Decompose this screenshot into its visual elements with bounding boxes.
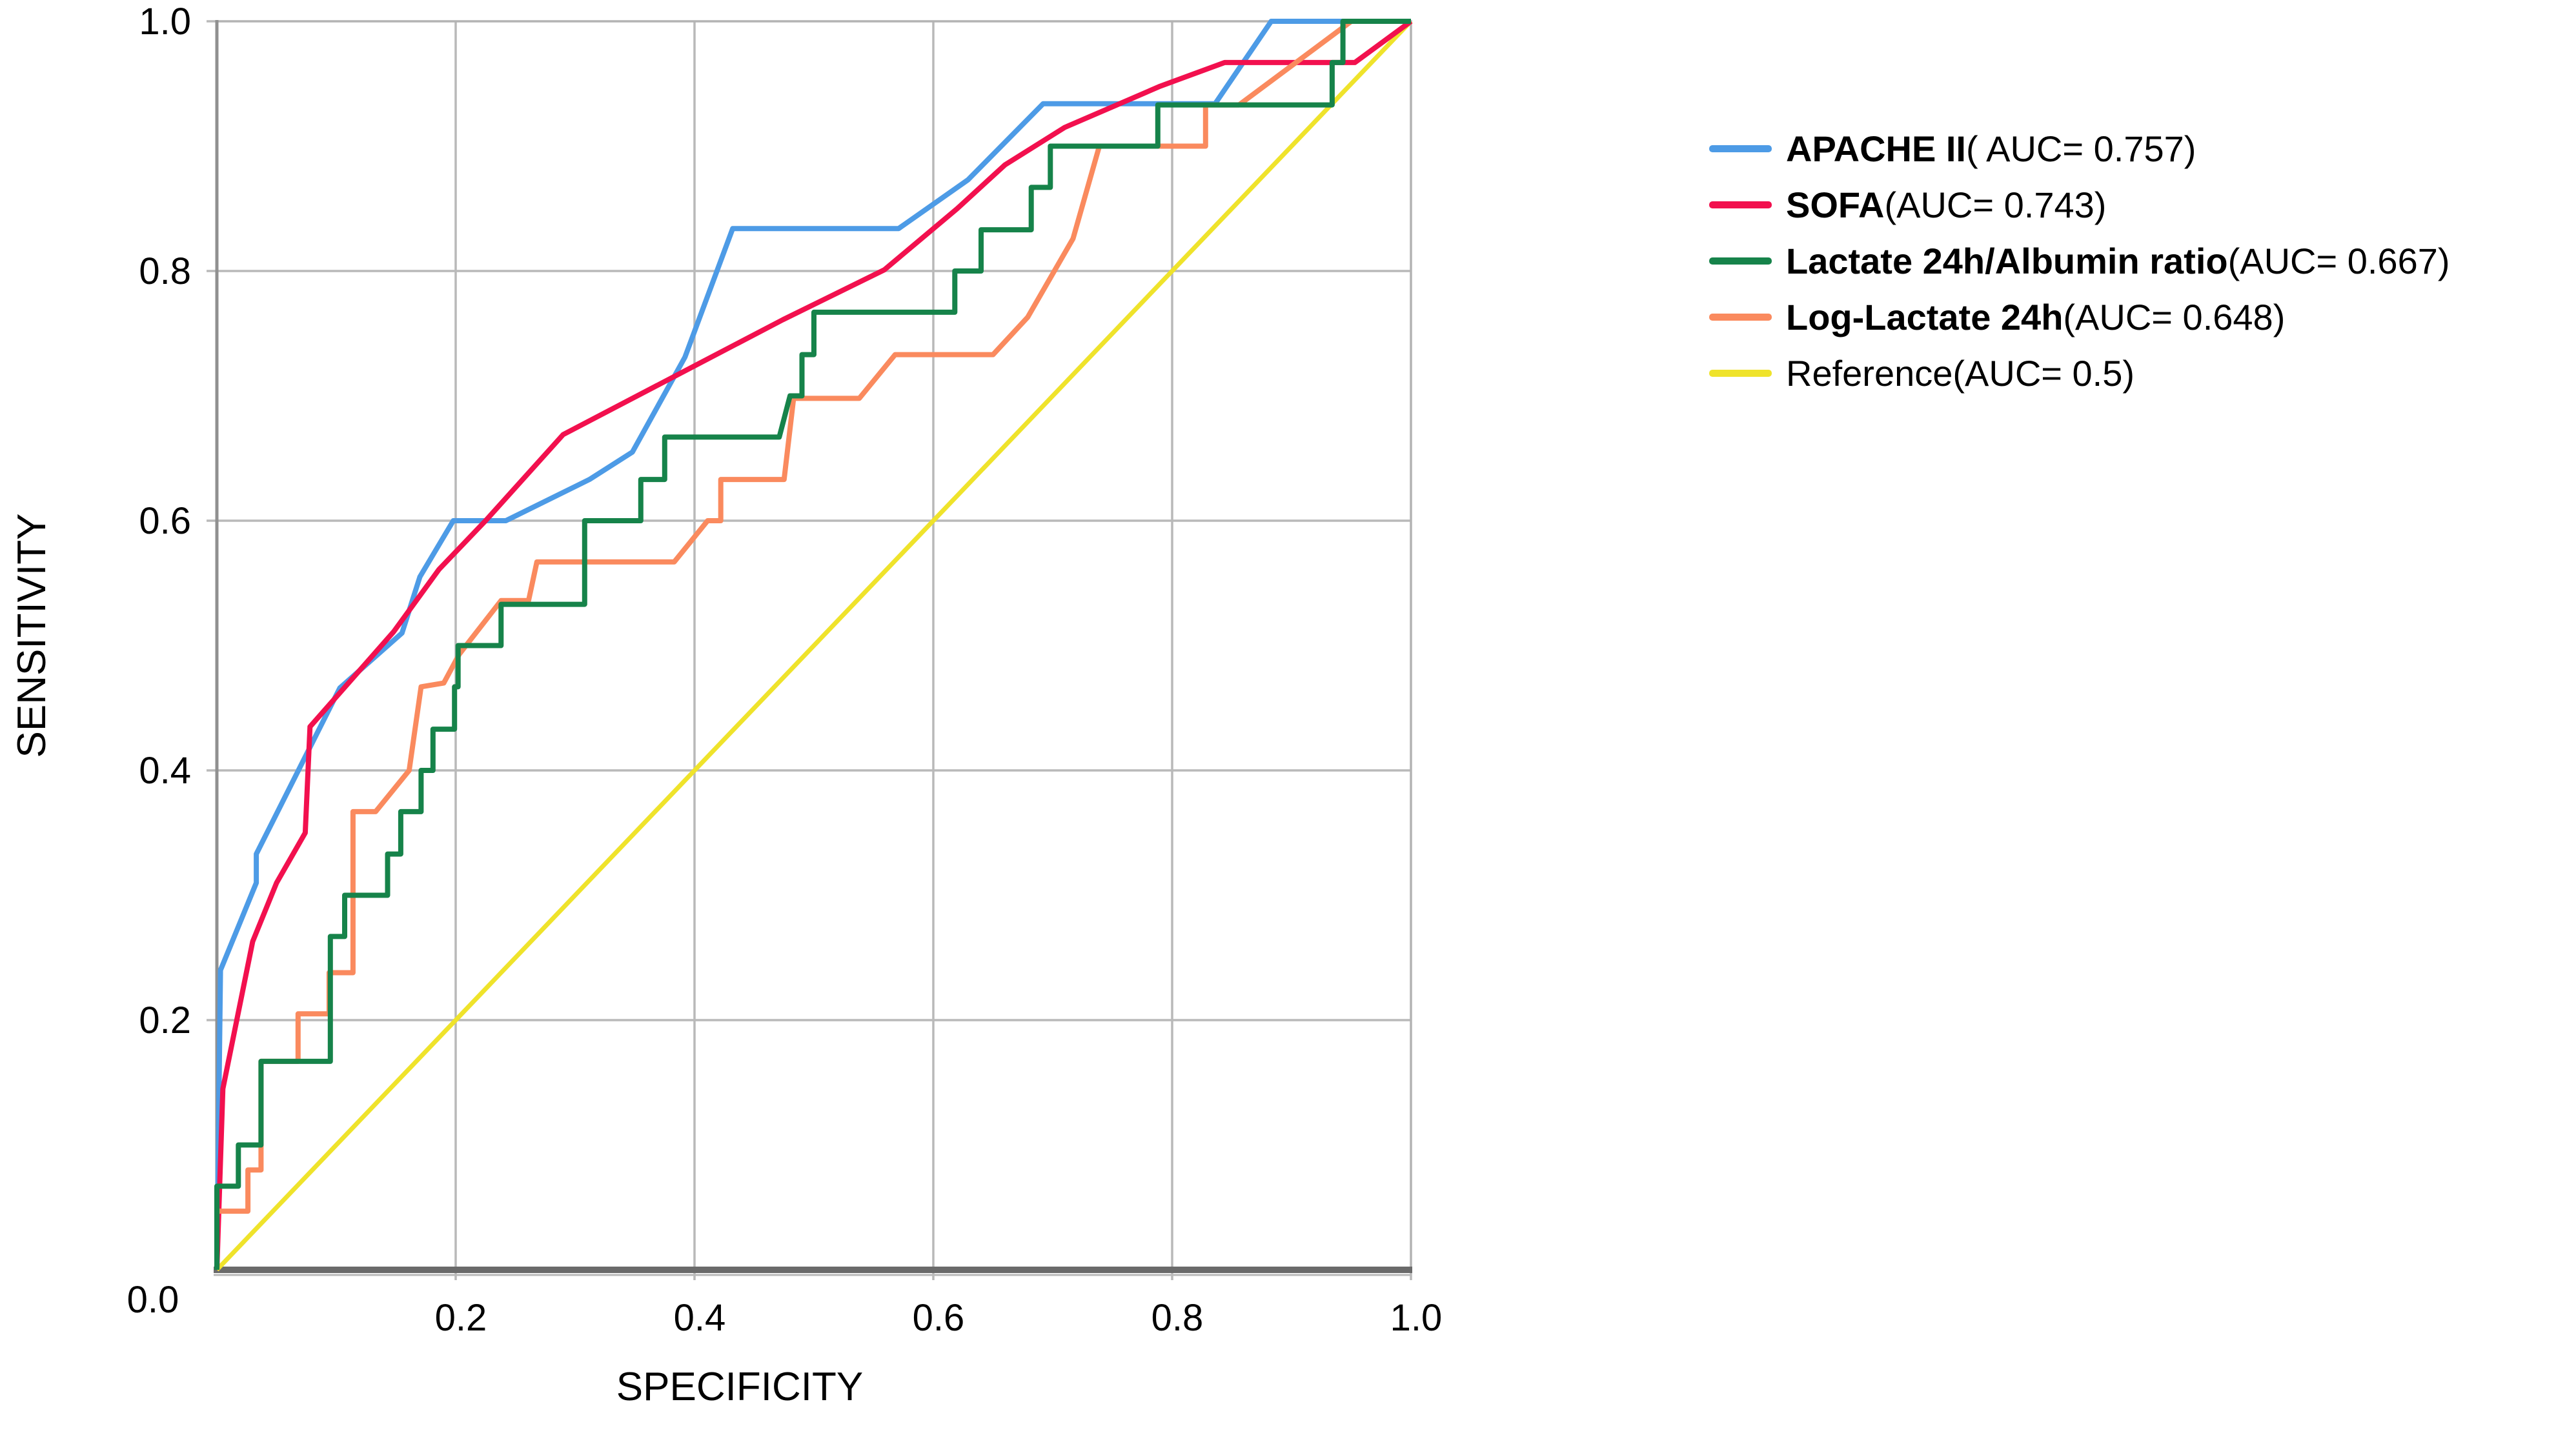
legend-item-lactate-albumin-ratio: Lactate 24h/Albumin ratio (AUC= 0.667) — [1709, 233, 2450, 289]
x-tick-label: 0.4 — [674, 1297, 726, 1339]
legend-item-sofa: SOFA (AUC= 0.743) — [1709, 177, 2450, 233]
y-tick-label: 0.2 — [139, 999, 191, 1041]
legend-swatch-line-icon — [1709, 145, 1772, 152]
x-tick-label: 0.2 — [435, 1297, 487, 1339]
roc-curve-lactate-24h-albumin-ratio — [214, 19, 1411, 1270]
chart-legend: APACHE II( AUC= 0.757) SOFA (AUC= 0.743)… — [1709, 121, 2450, 401]
y-axis-title: SENSITIVITY — [10, 514, 54, 758]
legend-series-auc: (AUC= 0.743) — [1884, 185, 2107, 225]
roc-curve-sofa — [214, 19, 1413, 1270]
legend-swatch-line-icon — [1709, 370, 1772, 377]
y-tick-label: 0.8 — [139, 250, 191, 292]
legend-series-auc: (AUC= 0.667) — [2227, 241, 2450, 281]
legend-item-apache-ii: APACHE II( AUC= 0.757) — [1709, 121, 2450, 177]
roc-curve-reference — [215, 19, 1413, 1272]
y-tick-label: 0.4 — [139, 750, 191, 792]
legend-item-log-lactate: Log-Lactate 24h (AUC= 0.648) — [1709, 289, 2450, 345]
legend-series-auc: (AUC= 0.5) — [1952, 353, 2135, 394]
legend-series-name: Lactate 24h/Albumin ratio — [1786, 241, 2228, 281]
y-tick-label: 1.0 — [139, 1, 191, 43]
legend-swatch-line-icon — [1709, 201, 1772, 208]
x-tick-label: 1.0 — [1390, 1297, 1443, 1339]
legend-series-name: Log-Lactate 24h — [1786, 297, 2064, 337]
x-tick-label: 0.0 — [127, 1279, 179, 1321]
legend-series-name: APACHE II — [1786, 128, 1966, 169]
x-tick-label: 0.6 — [913, 1297, 965, 1339]
legend-swatch-line-icon — [1709, 314, 1772, 321]
legend-series-auc: (AUC= 0.648) — [2063, 297, 2286, 337]
legend-swatch-line-icon — [1709, 257, 1772, 265]
x-axis-title: SPECIFICITY — [616, 1365, 863, 1409]
roc-curve-apache-ii — [214, 19, 1411, 1270]
legend-item-reference: Reference (AUC= 0.5) — [1709, 345, 2450, 401]
y-tick-label: 0.6 — [139, 500, 191, 542]
x-tick-label: 0.8 — [1151, 1297, 1204, 1339]
legend-series-name: Reference — [1786, 353, 1953, 394]
legend-series-name: SOFA — [1786, 185, 1885, 225]
legend-series-auc: ( AUC= 0.757) — [1966, 128, 2196, 169]
